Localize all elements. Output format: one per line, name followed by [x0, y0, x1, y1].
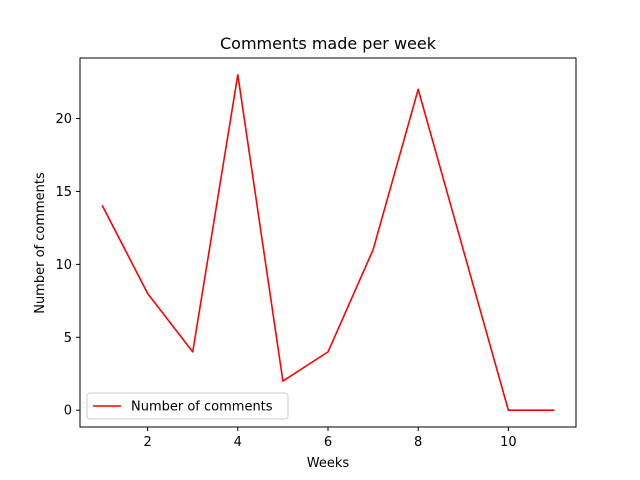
- x-tick-label: 10: [500, 435, 517, 450]
- y-tick-label: 15: [55, 185, 72, 200]
- axes-frame: [79, 57, 577, 428]
- legend-box: [86, 392, 289, 420]
- x-tick-label: 4: [234, 435, 242, 450]
- legend: Number of comments: [86, 392, 289, 420]
- chart-title: Comments made per week: [220, 34, 437, 53]
- y-tick-label: 0: [64, 404, 72, 419]
- legend-label-0: Number of comments: [131, 400, 273, 415]
- series-line-0: [101, 73, 555, 412]
- x-axis-label: Weeks: [307, 456, 350, 471]
- plot-area: 2 4 6 8 10 0 5 10 15 20: [55, 57, 577, 450]
- y-axis-label: Number of comments: [33, 172, 48, 314]
- x-tick-label: 6: [324, 435, 332, 450]
- y-tick-label: 20: [55, 112, 72, 127]
- y-tick-label: 5: [64, 331, 72, 346]
- x-tick-label: 8: [414, 435, 422, 450]
- y-tick-label: 10: [55, 258, 72, 273]
- x-tick-label: 2: [143, 435, 151, 450]
